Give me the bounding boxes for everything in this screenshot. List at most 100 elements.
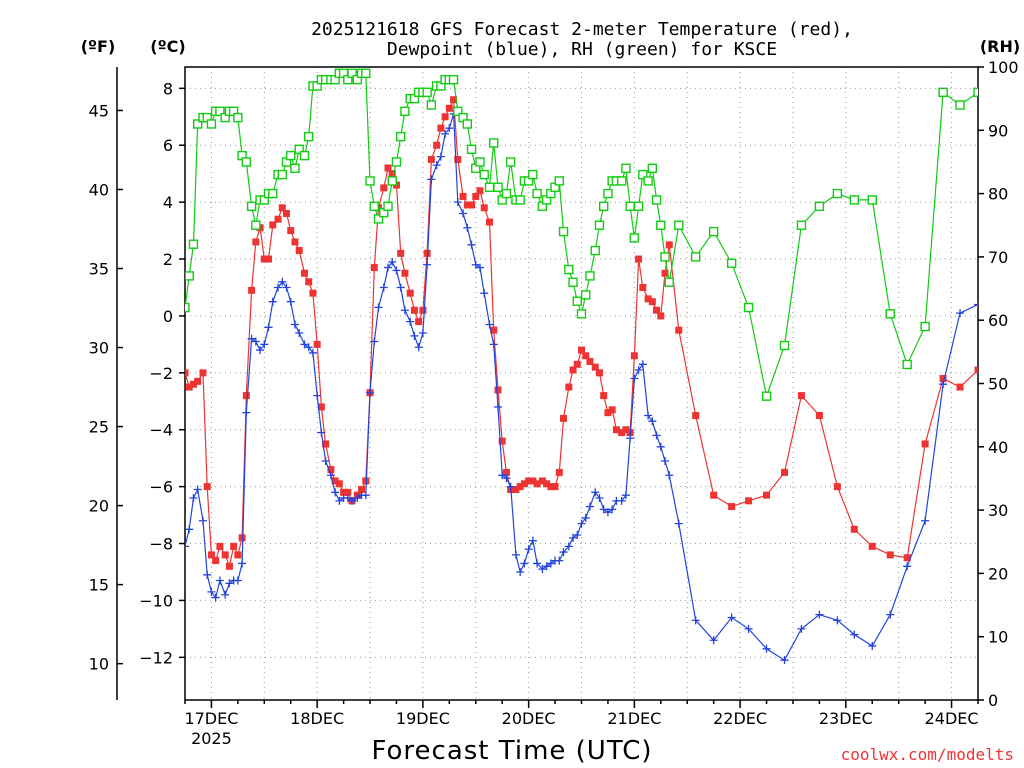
dewpoint-point <box>300 340 309 349</box>
temperature-point <box>657 312 665 320</box>
temperature-point <box>992 284 999 291</box>
temperature-point <box>234 551 242 559</box>
dewpoint-point <box>709 636 718 645</box>
temperature-point <box>252 238 260 246</box>
temperature-point <box>728 503 736 511</box>
dewpoint-point <box>665 471 674 480</box>
dewpoint-point <box>361 491 370 500</box>
temperature-point <box>974 366 978 374</box>
rh-point <box>581 290 591 300</box>
dewpoint-point <box>445 124 454 133</box>
dewpoint-point <box>326 471 335 480</box>
rh-point <box>590 245 600 256</box>
rh-point <box>479 169 489 180</box>
temperature-point <box>274 215 282 223</box>
temperature-point <box>468 201 476 209</box>
c-tick-label: 2 <box>163 250 173 269</box>
dewpoint-point <box>886 610 895 619</box>
rh-point <box>268 188 278 199</box>
unit-label-rh: (RH) <box>980 37 1020 56</box>
x-tick-sublabel: 2025 <box>191 729 232 748</box>
temperature-point <box>309 289 317 297</box>
dewpoint-point <box>546 559 555 568</box>
dewpoint-point <box>538 565 547 574</box>
dewpoint-line <box>185 113 978 662</box>
dewpoint-point <box>400 306 409 315</box>
temperature-point <box>397 249 405 257</box>
dewpoint-point <box>744 624 753 633</box>
dewpoint-point <box>520 559 529 568</box>
f-tick-label: 45 <box>89 101 109 120</box>
dewpoint-point <box>185 525 194 534</box>
temperature-point <box>212 557 220 565</box>
dewpoint-point <box>506 482 515 491</box>
dewpoint-point <box>207 587 216 596</box>
temperature-point <box>427 155 435 163</box>
dewpoint-point <box>348 496 357 505</box>
temperature-point <box>886 551 894 559</box>
dewpoint-point <box>727 613 736 622</box>
rh-point <box>920 321 930 332</box>
rh-point <box>215 106 225 117</box>
dewpoint-point <box>617 496 626 505</box>
temperature-point <box>419 306 427 314</box>
temperature-point <box>185 383 193 391</box>
rh-point <box>643 176 653 186</box>
dewpoint-point <box>564 542 573 551</box>
f-tick-label: 25 <box>89 418 109 437</box>
temperature-point <box>410 306 418 314</box>
rh-point <box>647 163 658 173</box>
rh-point <box>779 340 790 351</box>
temperature-point <box>313 340 321 348</box>
dewpoint-point <box>432 161 441 170</box>
dewpoint-point <box>850 630 859 639</box>
c-tick-label: −12 <box>139 648 173 667</box>
rh-point <box>462 119 473 129</box>
temperature-point <box>203 483 211 491</box>
rh-point <box>902 359 912 370</box>
rh-point <box>599 201 609 211</box>
temperature-point <box>502 468 510 476</box>
temperature-point <box>1009 284 1016 291</box>
rh-point <box>515 195 525 205</box>
rh-point <box>304 131 314 142</box>
rh-tick-label: 30 <box>988 501 1008 520</box>
temperature-point <box>543 480 551 488</box>
temperature-point <box>604 409 612 417</box>
x-tick-label: 17DEC <box>184 709 238 728</box>
temperature-point <box>653 306 661 314</box>
dewpoint-point <box>290 320 299 329</box>
dewpoint-point <box>626 434 635 443</box>
dewpoint-point <box>868 641 877 650</box>
temperature-point <box>591 363 599 371</box>
temperature-point <box>415 318 423 326</box>
dewpoint-point <box>577 519 586 528</box>
dewpoint-point <box>418 329 427 338</box>
rh-point <box>532 188 542 199</box>
temperature-point <box>612 426 620 434</box>
dewpoint-point <box>193 485 202 494</box>
dewpoint-point <box>396 283 405 292</box>
c-tick-label: 8 <box>163 79 173 98</box>
rh-point <box>241 157 252 167</box>
rh-point <box>660 252 670 262</box>
rh-point <box>426 100 437 110</box>
dewpoint-point <box>247 334 256 343</box>
temperature-point <box>868 542 876 550</box>
dewpoint-point <box>921 516 930 525</box>
temperature-point <box>335 480 343 488</box>
temperature-point <box>797 392 805 400</box>
temperature-point <box>833 483 841 491</box>
dewpoint-point <box>599 505 608 514</box>
f-tick-label: 20 <box>89 497 109 516</box>
rh-point <box>651 195 662 205</box>
temperature-point <box>433 141 441 149</box>
rh-tick-label: 60 <box>988 311 1008 330</box>
temperature-point <box>547 483 555 491</box>
temperature-point <box>283 210 291 218</box>
axes: 86420−2−4−6−8−10−12454035302520151010090… <box>89 58 1019 748</box>
dewpoint-point <box>366 388 375 397</box>
f-tick-label: 15 <box>89 576 109 595</box>
rh-point <box>466 144 477 154</box>
rh-point <box>286 150 296 161</box>
